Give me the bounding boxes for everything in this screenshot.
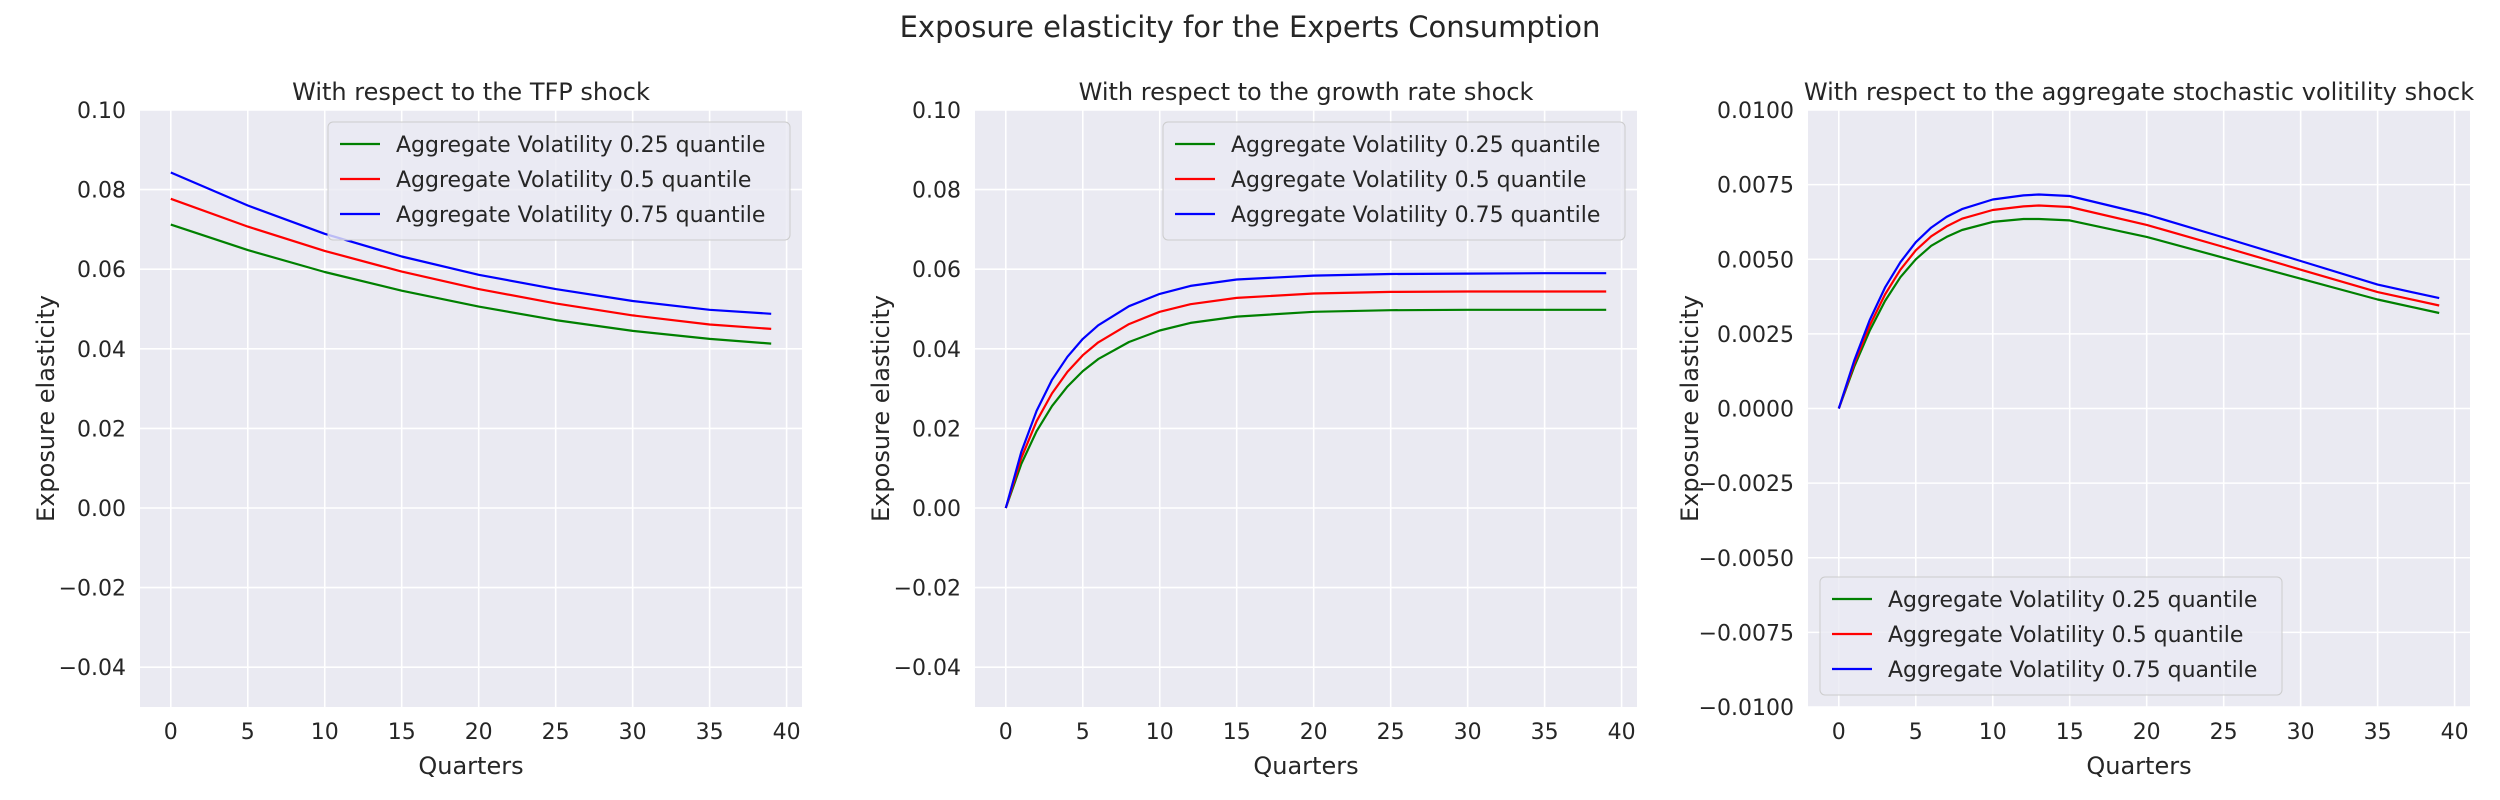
legend-label: Aggregate Volatility 0.5 quantile [1888, 623, 2243, 648]
y-tick-label: 0.06 [77, 258, 126, 283]
panel-title: With respect to the TFP shock [292, 78, 650, 106]
legend-label: Aggregate Volatility 0.75 quantile [1231, 203, 1600, 228]
x-tick-label: 15 [1223, 720, 1251, 745]
series-line-aggregate-volatility-0-25-quantile [1004, 308, 1607, 509]
y-tick-label: 0.0100 [1717, 99, 1794, 124]
y-tick-label: 0.00 [912, 497, 961, 522]
y-tick-label: 0.0025 [1717, 323, 1794, 348]
series-line-aggregate-volatility-0-75-quantile [170, 171, 772, 315]
x-tick-label: 0 [999, 720, 1013, 745]
series-line-aggregate-volatility-0-75-quantile [1837, 193, 2440, 409]
x-tick-label: 5 [241, 720, 255, 745]
y-tick-label: 0.02 [77, 417, 126, 442]
series-line-aggregate-volatility-0-25-quantile [170, 223, 772, 345]
y-axis-label: Exposure elasticity [867, 295, 895, 522]
x-tick-label: 15 [388, 720, 416, 745]
x-axis-label: Quarters [418, 752, 523, 780]
series-line-aggregate-volatility-0-5-quantile [1837, 204, 2440, 409]
y-tick-label: 0.0075 [1717, 174, 1794, 199]
x-tick-label: 40 [1608, 720, 1636, 745]
y-tick-label: 0.08 [77, 179, 126, 204]
x-axis-label: Quarters [1253, 752, 1358, 780]
series-line-aggregate-volatility-0-5-quantile [1004, 290, 1607, 509]
y-tick-label: −0.0050 [1699, 547, 1794, 572]
y-tick-label: 0.10 [912, 99, 961, 124]
legend-box [1819, 576, 2283, 696]
x-tick-label: 35 [696, 720, 724, 745]
x-tick-label: 20 [465, 720, 493, 745]
x-tick-label: 40 [2441, 720, 2469, 745]
panel-title: With respect to the growth rate shock [1079, 78, 1534, 106]
y-tick-label: 0.04 [912, 338, 961, 363]
x-tick-label: 30 [2287, 720, 2315, 745]
legend-label: Aggregate Volatility 0.25 quantile [1888, 588, 2257, 613]
y-tick-label: 0.10 [77, 99, 126, 124]
legend-box [327, 121, 791, 241]
x-tick-label: 25 [2210, 720, 2238, 745]
legend-label: Aggregate Volatility 0.5 quantile [1231, 168, 1586, 193]
legend-box [1162, 121, 1626, 241]
y-tick-label: 0.0050 [1717, 248, 1794, 273]
x-tick-label: 20 [2133, 720, 2161, 745]
series-line-aggregate-volatility-0-5-quantile [170, 197, 772, 330]
x-tick-label: 25 [1377, 720, 1405, 745]
series-line-aggregate-volatility-0-75-quantile [1004, 272, 1607, 509]
figure-title: Exposure elasticity for the Experts Cons… [899, 10, 1601, 44]
y-tick-label: −0.04 [894, 656, 961, 681]
y-tick-label: 0.08 [912, 179, 961, 204]
x-tick-label: 20 [1300, 720, 1328, 745]
x-tick-label: 10 [311, 720, 339, 745]
x-tick-label: 5 [1909, 720, 1923, 745]
legend-label: Aggregate Volatility 0.5 quantile [396, 168, 751, 193]
y-axis-label: Exposure elasticity [32, 295, 60, 522]
x-tick-label: 15 [2056, 720, 2084, 745]
x-tick-label: 0 [1832, 720, 1846, 745]
legend: Aggregate Volatility 0.25 quantile Aggreg… [327, 121, 791, 241]
panel-title: With respect to the aggregate stochastic… [1804, 78, 2474, 106]
x-tick-label: 10 [1979, 720, 2007, 745]
series-line-aggregate-volatility-0-25-quantile [1837, 217, 2440, 409]
y-tick-label: 0.00 [77, 497, 126, 522]
x-tick-label: 40 [773, 720, 801, 745]
y-tick-label: −0.0075 [1699, 621, 1794, 646]
x-tick-label: 35 [1531, 720, 1559, 745]
legend-label: Aggregate Volatility 0.75 quantile [1888, 658, 2257, 683]
y-tick-label: −0.04 [59, 656, 126, 681]
legend-label: Aggregate Volatility 0.25 quantile [1231, 133, 1600, 158]
y-tick-label: 0.02 [912, 417, 961, 442]
legend-label: Aggregate Volatility 0.75 quantile [396, 203, 765, 228]
y-axis-label: Exposure elasticity [1676, 295, 1704, 522]
x-axis-label: Quarters [2086, 752, 2191, 780]
y-tick-label: 0.06 [912, 258, 961, 283]
y-tick-label: −0.02 [59, 577, 126, 602]
x-tick-label: 25 [542, 720, 570, 745]
x-tick-label: 5 [1076, 720, 1090, 745]
y-tick-label: −0.0025 [1699, 472, 1794, 497]
x-tick-label: 0 [164, 720, 178, 745]
y-tick-label: −0.0100 [1699, 696, 1794, 721]
legend: Aggregate Volatility 0.25 quantile Aggreg… [1162, 121, 1626, 241]
y-tick-label: 0.04 [77, 338, 126, 363]
x-tick-label: 30 [1454, 720, 1482, 745]
legend-label: Aggregate Volatility 0.25 quantile [396, 133, 765, 158]
x-tick-label: 30 [619, 720, 647, 745]
legend: Aggregate Volatility 0.25 quantile Aggreg… [1819, 576, 2283, 696]
y-tick-label: 0.0000 [1717, 398, 1794, 423]
x-tick-label: 35 [2364, 720, 2392, 745]
x-tick-label: 10 [1146, 720, 1174, 745]
y-tick-label: −0.02 [894, 577, 961, 602]
